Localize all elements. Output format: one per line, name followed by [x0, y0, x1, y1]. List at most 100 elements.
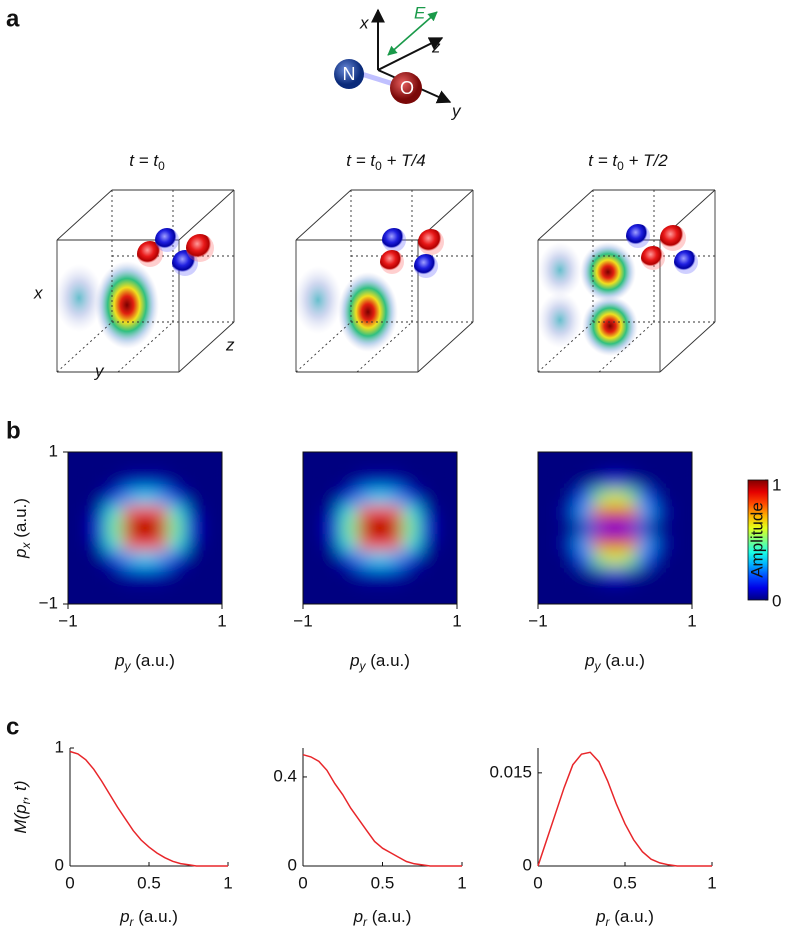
- heatmap-cell: [403, 505, 419, 521]
- heatmap-cell: [622, 474, 639, 491]
- heatmap-cell: [326, 474, 342, 491]
- heatmap-cell: [91, 550, 107, 567]
- heatmap-cell: [310, 490, 327, 506]
- heatmap-cell: [137, 581, 154, 597]
- y-axis-label-part: , t): [11, 780, 30, 800]
- heatmap-cell: [137, 550, 154, 567]
- heatmap-cell: [326, 490, 342, 506]
- heatmap-cell: [403, 581, 419, 597]
- heatmap-cell: [607, 535, 624, 552]
- heatmap-cell: [326, 535, 342, 552]
- heatmap-cell: [168, 566, 184, 582]
- heatmap-cell: [607, 505, 624, 521]
- heatmap-cell: [326, 581, 342, 597]
- heatmap-cell: [356, 566, 373, 582]
- heatmap-cell: [75, 474, 92, 491]
- heatmap-cell: [198, 505, 215, 521]
- heatmap-cell: [591, 505, 608, 521]
- plot-frame: [302, 451, 458, 605]
- heatmap-cell: [418, 474, 435, 491]
- heatmap-cell: [75, 490, 92, 506]
- heatmap-cell: [561, 566, 577, 582]
- heatmap-cell: [433, 566, 450, 582]
- heatmap-cell: [168, 474, 184, 491]
- heatmap-cell: [198, 520, 215, 537]
- x-tick-label: −1: [293, 611, 312, 630]
- heatmap-cell: [668, 566, 685, 582]
- heatmap-cell: [326, 459, 342, 476]
- density: [582, 296, 638, 356]
- heatmap-cell: [653, 550, 670, 567]
- orbital-lobe: [660, 225, 686, 251]
- heatmap-cell: [121, 581, 138, 597]
- line: [69, 750, 228, 867]
- heatmap-cell: [607, 581, 624, 597]
- plot-frame: [537, 451, 693, 605]
- heatmap-cell: [183, 581, 200, 597]
- heatmap-cell: [91, 535, 107, 552]
- heatmap-cell: [152, 474, 169, 491]
- heatmap-cell: [372, 505, 389, 521]
- cube-title-sub: 0: [617, 159, 624, 173]
- x-axis-label: py (a.u.): [584, 651, 645, 673]
- heatmap-cell: [341, 566, 358, 582]
- heatmap-cell: [168, 550, 184, 567]
- cube: [55, 189, 235, 373]
- cube-edge: [537, 321, 594, 373]
- heatmap-cell: [121, 505, 138, 521]
- heatmap-cell: [326, 505, 342, 521]
- heatmap-cell: [622, 581, 639, 597]
- cube-title-part: t = t: [129, 151, 159, 170]
- x-tick-label: 0: [533, 873, 542, 892]
- x-axis-label-part: p: [119, 907, 129, 926]
- heatmap-cell: [561, 581, 577, 597]
- heatmap-cell: [310, 535, 327, 552]
- x-axis-label-part: p: [114, 651, 124, 670]
- heatmap-cell: [653, 505, 670, 521]
- heatmap-cell: [372, 520, 389, 537]
- cube-edge: [598, 321, 655, 373]
- heatmap-cell: [607, 490, 624, 506]
- x-tick-label: 0.5: [371, 873, 395, 892]
- heatmap-cell: [668, 490, 685, 506]
- heatmap-cell: [576, 459, 593, 476]
- heatmap-cell: [622, 505, 639, 521]
- heatmap-cell: [310, 520, 327, 537]
- cube-title-part: + T/4: [382, 151, 426, 170]
- heatmap-cell: [356, 459, 373, 476]
- panel-label: a: [6, 5, 20, 32]
- heatmap-cell: [326, 566, 342, 582]
- panel-label: c: [6, 713, 19, 740]
- heatmap-cell: [545, 490, 562, 506]
- heatmap-cell: [638, 490, 654, 506]
- heatmap-cell: [106, 520, 123, 537]
- cube-edge: [56, 321, 113, 373]
- heatmap-cell: [561, 490, 577, 506]
- heatmap-cell: [638, 581, 654, 597]
- orbital-lobe: [674, 250, 698, 274]
- x-axis-label-part: (a.u.): [366, 651, 410, 670]
- orbital-lobe: [418, 229, 444, 255]
- heatmap-cell: [121, 490, 138, 506]
- heatmap-cell: [668, 459, 685, 476]
- heatmap-cell: [607, 459, 624, 476]
- heatmap-cell: [121, 566, 138, 582]
- heatmap-cell: [106, 490, 123, 506]
- heatmap-cell: [433, 581, 450, 597]
- orbital-lobe: [382, 228, 406, 252]
- heatmap-cell: [198, 474, 215, 491]
- heatmap-cell: [668, 474, 685, 491]
- cube-title: t = t0: [129, 151, 165, 173]
- heatmap-cell: [653, 474, 670, 491]
- heatmap-cell: [403, 490, 419, 506]
- heatmap-cell: [121, 459, 138, 476]
- heatmap-cell: [418, 505, 435, 521]
- heatmap-cell: [433, 474, 450, 491]
- heatmap-cell: [183, 474, 200, 491]
- y-axis-label: px (a.u.): [11, 498, 33, 559]
- heatmap-cell: [106, 550, 123, 567]
- heatmap-cell: [668, 550, 685, 567]
- cube-edge: [117, 321, 174, 373]
- heatmap-cell: [326, 520, 342, 537]
- heatmap-cell: [326, 550, 342, 567]
